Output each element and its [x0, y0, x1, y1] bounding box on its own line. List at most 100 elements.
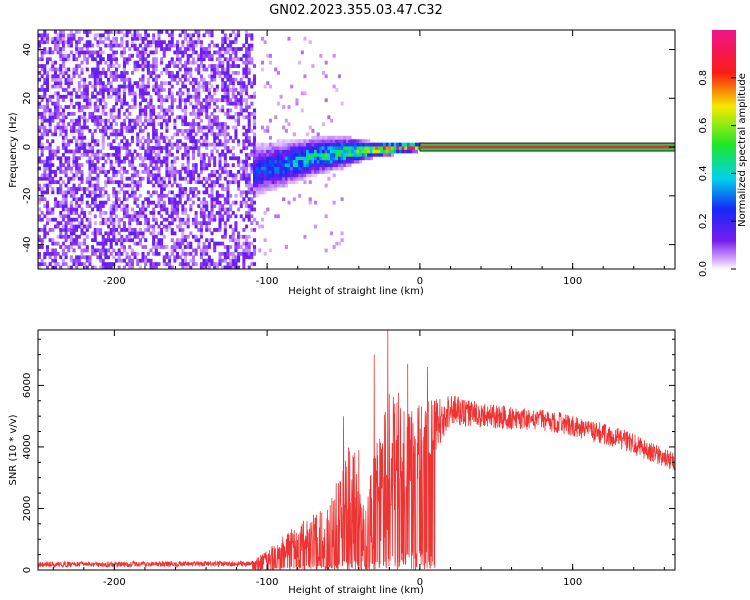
- spectrogram-cell: [99, 84, 103, 89]
- spectrogram-cell: [223, 139, 227, 144]
- spectrogram-cell: [213, 115, 217, 120]
- spectrogram-cell: [165, 224, 169, 229]
- spectrogram-cell: [406, 146, 410, 150]
- spectrogram-cell: [144, 47, 148, 51]
- spectrogram-cell: [99, 214, 103, 219]
- spectrogram-cell: [239, 214, 243, 219]
- spectrogram-cell: [324, 60, 328, 65]
- spectrogram-cell: [173, 200, 177, 205]
- spectrogram-cell: [226, 64, 230, 68]
- spectrogram-cell: [194, 193, 198, 198]
- spectrogram-cell: [160, 132, 164, 137]
- spectrogram-cell: [160, 163, 164, 167]
- spectrogram-cell: [247, 152, 251, 157]
- spectrogram-cell: [266, 159, 270, 164]
- spectrogram-cell: [345, 142, 349, 147]
- spectrogram-cell: [154, 139, 158, 144]
- spectrogram-cell: [104, 43, 108, 48]
- spectrogram-cell: [276, 176, 280, 181]
- spectrogram-cell: [340, 159, 344, 164]
- spectrogram-cell: [157, 111, 161, 116]
- spectrogram-cell: [56, 234, 60, 239]
- spectrogram-cell: [85, 193, 89, 198]
- spectrogram-cell: [181, 262, 185, 266]
- spectrogram-cell: [252, 190, 257, 195]
- spectrogram-cell: [88, 142, 92, 147]
- spectrogram-cell: [165, 193, 169, 198]
- spectrogram-cell: [133, 33, 137, 38]
- spectrogram-cell: [152, 129, 156, 133]
- spectrogram-cell: [178, 197, 182, 202]
- spectrogram-cell: [96, 74, 100, 79]
- spectrogram-cell: [191, 40, 195, 45]
- spectrogram-cell: [112, 105, 116, 109]
- spectrogram-cell: [122, 94, 126, 99]
- spectrogram-cell: [162, 81, 166, 86]
- spectrogram-cell: [160, 125, 164, 130]
- spectrogram-cell: [154, 129, 158, 133]
- spectrogram-cell: [284, 152, 288, 157]
- spectrogram-cell: [48, 251, 52, 256]
- spectrogram-cell: [284, 163, 288, 167]
- spectrogram-cell: [61, 169, 65, 174]
- spectrogram-cell: [213, 98, 217, 103]
- spectrogram-cell: [274, 67, 278, 72]
- spectrogram-cell: [146, 224, 150, 229]
- spectrogram-cell: [144, 149, 148, 154]
- colorbar-segment: [712, 199, 736, 202]
- spectrogram-cell: [327, 149, 331, 154]
- spectrogram-cell: [237, 81, 241, 86]
- spectrogram-cell: [120, 176, 124, 181]
- spectrogram-cell: [157, 193, 161, 198]
- spectrogram-cell: [48, 122, 52, 126]
- spectrogram-cell: [51, 67, 55, 72]
- spectrogram-cell: [45, 118, 50, 123]
- spectrogram-cell: [414, 146, 418, 150]
- spectrogram-cell: [85, 180, 89, 185]
- spectrogram-cell: [80, 248, 84, 253]
- spectrogram-cell: [83, 262, 87, 266]
- spectrogram-cell: [93, 94, 97, 99]
- spectrogram-cell: [88, 163, 92, 167]
- spectrogram-cell: [104, 183, 108, 188]
- spectrogram-cell: [199, 47, 203, 51]
- spectrogram-cell: [120, 245, 124, 249]
- spectrogram-cell: [149, 224, 153, 229]
- spectrogram-cell: [56, 105, 60, 109]
- spectrogram-cell: [221, 214, 225, 219]
- spectrogram-cell: [197, 173, 201, 178]
- spectrogram-cell: [276, 70, 280, 75]
- spectrogram-cell: [152, 135, 156, 140]
- spectrogram-cell: [61, 258, 65, 263]
- spectrogram-cell: [75, 43, 79, 48]
- spectrogram-cell: [258, 166, 262, 171]
- spectrogram-cell: [404, 149, 408, 154]
- spectrogram-cell: [88, 262, 92, 266]
- spectrogram-cell: [255, 187, 259, 191]
- spectrogram-cell: [176, 43, 180, 48]
- spectrogram-cell: [45, 166, 50, 171]
- spectrogram-cell: [101, 129, 105, 133]
- spectrogram-cell: [258, 169, 262, 174]
- spectrogram-cell: [202, 183, 206, 188]
- spectrogram-cell: [245, 74, 249, 79]
- spectrogram-cell: [170, 43, 174, 48]
- spectrogram-cell: [173, 74, 177, 79]
- spectrogram-cell: [186, 77, 190, 82]
- spectrogram-cell: [146, 166, 150, 171]
- spectrogram-cell: [85, 67, 89, 72]
- spectrogram-cell: [191, 190, 195, 195]
- spectrogram-cell: [51, 60, 55, 65]
- spectrogram-cell: [83, 111, 87, 116]
- spectrogram-cell: [279, 159, 283, 164]
- spectrogram-cell: [252, 245, 257, 249]
- spectrogram-cell: [120, 122, 124, 126]
- spectrogram-cell: [197, 70, 201, 75]
- spectrogram-cell: [202, 265, 206, 270]
- spectrogram-cell: [276, 180, 280, 185]
- spectrogram-cell: [401, 146, 405, 150]
- spectrogram-cell: [337, 241, 341, 246]
- spectrogram-cell: [51, 180, 55, 185]
- spectrogram-cell: [133, 64, 137, 68]
- spectrogram-cell: [205, 224, 209, 229]
